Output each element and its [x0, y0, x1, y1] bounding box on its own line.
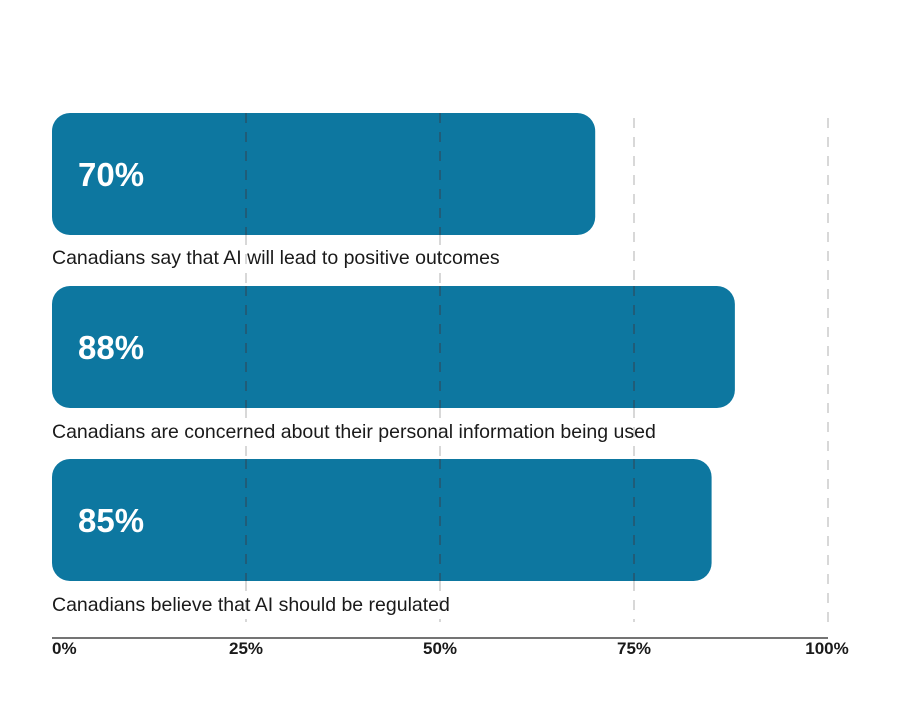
bar-value-label-2: 88%: [78, 329, 144, 366]
bar-1: [52, 113, 596, 235]
bar-category-label-3: Canadians believe that AI should be regu…: [52, 594, 450, 616]
bars: [52, 113, 735, 581]
bar-category-label-1: Canadians say that AI will lead to posit…: [52, 247, 500, 269]
x-tick-label-0: 0%: [52, 639, 77, 658]
x-axis-ticks: 0% 25% 50% 75% 100%: [52, 639, 849, 658]
grid-lines: [245, 113, 829, 622]
x-tick-label-100: 100%: [805, 639, 848, 658]
x-tick-label-75: 75%: [617, 639, 651, 658]
bar-value-label-1: 70%: [78, 156, 144, 193]
bar-3: [52, 459, 712, 581]
x-tick-label-25: 25%: [229, 639, 263, 658]
bar-category-label-2: Canadians are concerned about their pers…: [52, 421, 656, 443]
bar-2: [52, 286, 735, 408]
bar-value-label-3: 85%: [78, 502, 144, 539]
x-tick-label-50: 50%: [423, 639, 457, 658]
bar-labels: 70% Canadians say that AI will lead to po…: [52, 156, 656, 616]
